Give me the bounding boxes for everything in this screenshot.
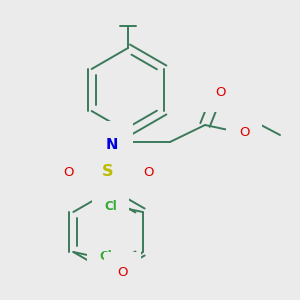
Text: O: O [117, 266, 128, 278]
Text: Cl: Cl [99, 250, 112, 263]
Text: Cl: Cl [104, 200, 117, 214]
Text: O: O [239, 125, 249, 139]
Text: S: S [102, 164, 114, 179]
Text: N: N [106, 137, 118, 152]
Text: O: O [63, 166, 73, 178]
Text: O: O [143, 166, 153, 178]
Text: H: H [96, 132, 104, 142]
Text: O: O [215, 85, 225, 98]
